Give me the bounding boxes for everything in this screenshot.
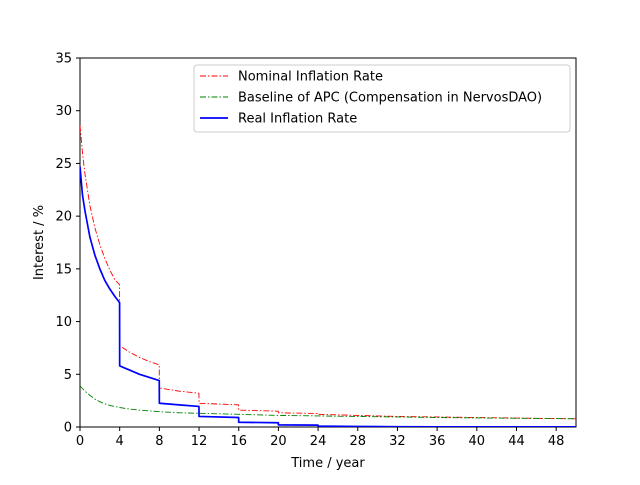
- legend-items: Nominal Inflation Rate Baseline of APC (C…: [200, 70, 542, 127]
- legend-box: [193, 64, 571, 133]
- legend-label-1: Nominal Inflation Rate: [238, 70, 383, 85]
- y-tick-label: 30: [55, 104, 72, 119]
- y-tick-label: 25: [55, 157, 72, 172]
- legend-label-2: Baseline of APC (Compensation in NervosD…: [238, 91, 542, 106]
- x-axis: 0 4 8 12 16 20 24 28 32 36 40 44 48: [76, 427, 565, 449]
- y-tick-label: 0: [64, 421, 72, 436]
- series-line-3: [80, 166, 576, 427]
- y-axis: 0 5 10 15 20 25 30 35: [55, 52, 80, 436]
- x-tick-label: 36: [429, 434, 446, 449]
- y-axis-label: Interest / %: [32, 205, 47, 280]
- y-tick-label: 35: [55, 52, 72, 67]
- x-tick-label: 28: [349, 434, 366, 449]
- x-tick-label: 16: [230, 434, 247, 449]
- y-tick-label: 20: [55, 210, 72, 225]
- x-tick-label: 0: [76, 434, 84, 449]
- legend: Nominal Inflation Rate Baseline of APC (C…: [193, 64, 571, 133]
- x-tick-label: 8: [155, 434, 163, 449]
- x-tick-label: 4: [116, 434, 124, 449]
- x-tick-label: 32: [389, 434, 406, 449]
- y-tick-label: 15: [55, 262, 72, 277]
- series-layer: [80, 125, 576, 427]
- x-tick-label: 48: [548, 434, 565, 449]
- series-line-2: [80, 385, 576, 420]
- y-tick-label: 10: [55, 315, 72, 330]
- x-tick-label: 12: [191, 434, 208, 449]
- x-tick-label: 24: [310, 434, 327, 449]
- x-axis-label: Time / year: [290, 456, 365, 471]
- y-tick-label: 5: [64, 368, 72, 383]
- legend-label-3: Real Inflation Rate: [238, 112, 357, 127]
- series-line-1: [80, 125, 576, 420]
- x-tick-label: 44: [508, 434, 525, 449]
- x-tick-label: 20: [270, 434, 287, 449]
- x-tick-label: 40: [469, 434, 486, 449]
